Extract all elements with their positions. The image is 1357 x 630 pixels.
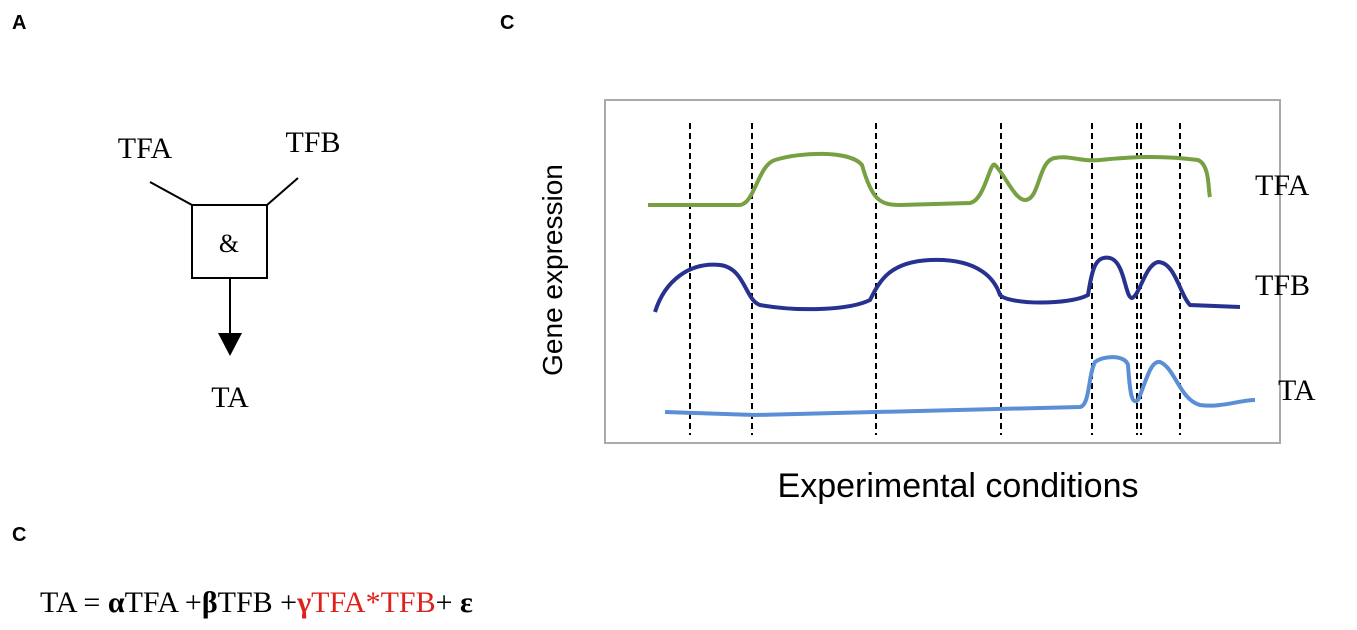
y-axis-label: Gene expression <box>537 164 568 376</box>
equation-term: TFB + <box>218 586 297 619</box>
panel-label: C <box>12 524 26 546</box>
curve-label: TFA <box>1255 169 1310 202</box>
x-axis-label: Experimental conditions <box>778 467 1139 505</box>
arrow-head <box>218 333 242 356</box>
tfb-curve <box>653 255 1241 313</box>
equation-term: TFA*TFB <box>311 586 435 619</box>
gate-input: TFA <box>118 132 173 165</box>
gate-input: TFB <box>285 126 340 159</box>
equation-term: + <box>436 586 460 619</box>
curve-label: TFB <box>1255 269 1310 302</box>
equation-coef: β <box>202 586 218 619</box>
panel-label: C <box>500 12 514 34</box>
tfa-curve <box>648 151 1212 208</box>
input-wire <box>149 181 193 206</box>
equation-coef: ε <box>460 586 473 619</box>
input-wire <box>266 177 299 206</box>
gate-operator: & <box>219 229 239 258</box>
equation-term: TFA + <box>125 586 202 619</box>
panel-label: A <box>12 12 26 34</box>
plot-frame <box>604 99 1281 444</box>
gate-output: TA <box>211 381 249 414</box>
curve-label: TA <box>1278 374 1316 407</box>
equation-coef: γ <box>296 586 311 619</box>
equation: TA = αTFA +βTFB +γTFA*TFB+ ε <box>40 586 473 619</box>
equation-coef: α <box>108 586 125 619</box>
gate-box <box>191 204 268 279</box>
equation-term: TA = <box>40 586 108 619</box>
ta-curve <box>664 355 1256 418</box>
